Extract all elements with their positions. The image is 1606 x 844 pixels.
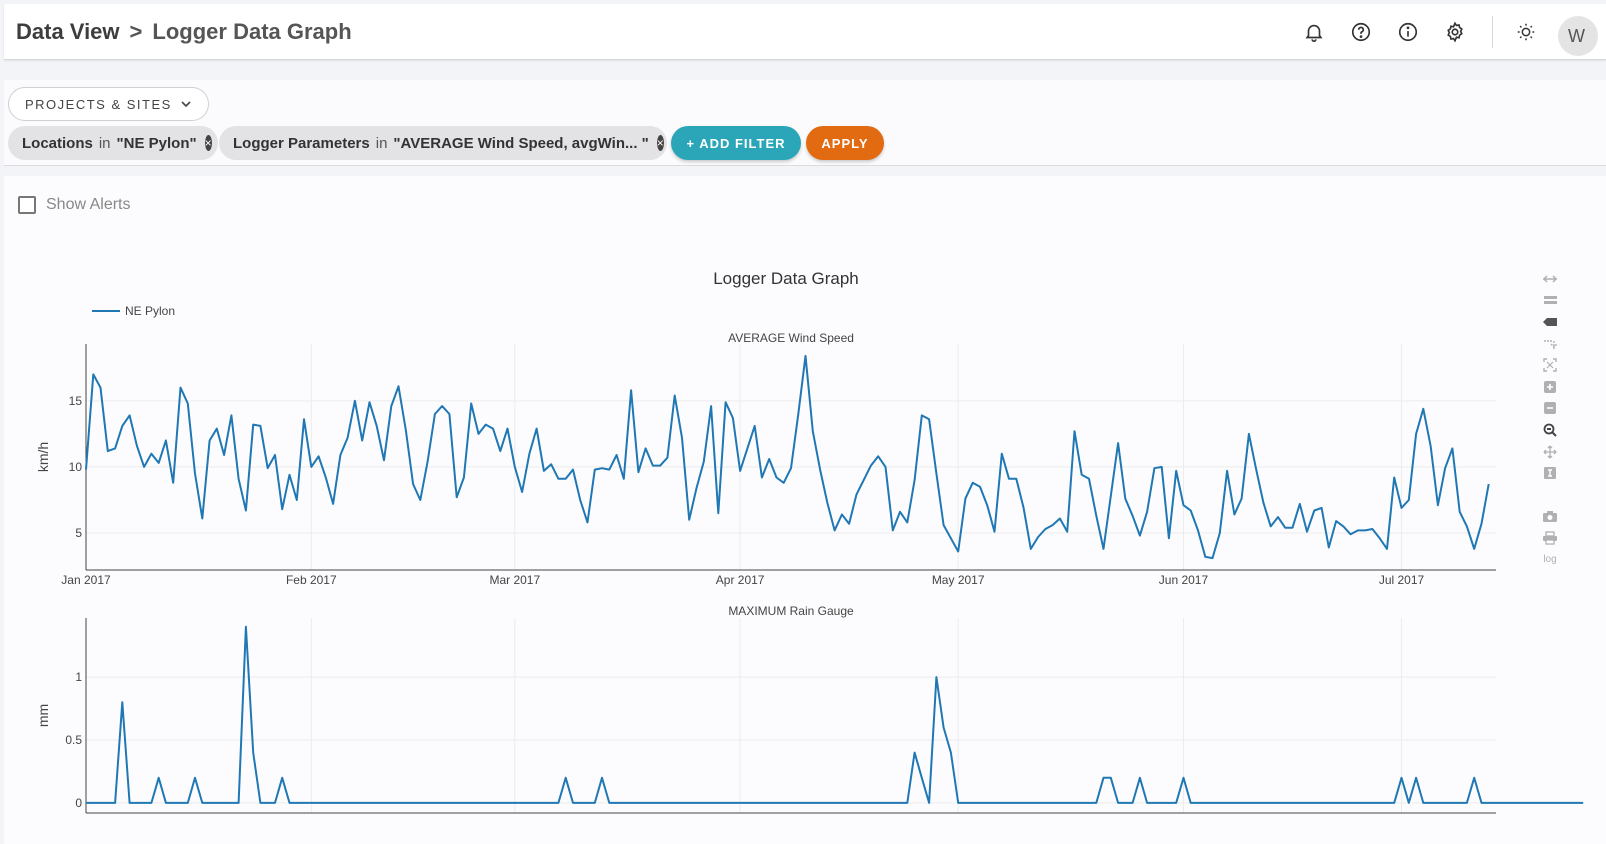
subplot-title: MAXIMUM Rain Gauge <box>728 604 854 618</box>
pan-icon[interactable] <box>1540 441 1560 463</box>
legend-label: NE Pylon <box>125 304 175 318</box>
x-tick-label: Jun 2017 <box>1159 573 1209 587</box>
chip-value: "AVERAGE Wind Speed, avgWin... " <box>393 134 649 152</box>
avatar-initial: W <box>1568 25 1585 46</box>
filter-chip-locations[interactable]: Locations in "NE Pylon" × <box>8 126 218 160</box>
series-line <box>86 625 1584 804</box>
show-alerts-label: Show Alerts <box>46 196 131 213</box>
reset-axes-icon[interactable] <box>1540 462 1560 484</box>
y-axis-label: mm <box>35 704 51 727</box>
x-tick-label: Apr 2017 <box>716 573 765 587</box>
y-tick-label: 5 <box>75 526 82 540</box>
breadcrumb: Data View > Logger Data Graph <box>16 19 352 45</box>
filter-chip-logger-parameters[interactable]: Logger Parameters in "AVERAGE Wind Speed, … <box>219 126 667 160</box>
y-tick-label: 0 <box>75 796 82 810</box>
header-divider <box>1492 16 1493 48</box>
help-icon[interactable] <box>1349 20 1373 44</box>
avatar[interactable]: W <box>1558 16 1598 56</box>
breadcrumb-root[interactable]: Data View <box>16 19 120 44</box>
spacer <box>1540 484 1560 506</box>
log-scale-toggle[interactable]: log <box>1543 554 1557 566</box>
compare-hover-icon[interactable] <box>1540 290 1560 312</box>
projects-sites-button[interactable]: PROJECTS & SITES <box>8 87 209 121</box>
x-tick-label: Jan 2017 <box>61 573 111 587</box>
x-tick-label: Mar 2017 <box>489 573 540 587</box>
page-title: Logger Data Graph <box>152 19 352 44</box>
app-header: Data View > Logger Data Graph W <box>4 4 1606 60</box>
show-alerts-toggle[interactable]: Show Alerts <box>18 196 130 214</box>
x-tick-label: May 2017 <box>932 573 985 587</box>
y-tick-label: 1 <box>75 670 82 684</box>
remove-filter-icon[interactable]: × <box>204 135 212 151</box>
gear-icon[interactable] <box>1443 20 1467 44</box>
chevron-down-icon <box>181 101 191 108</box>
projects-sites-label: PROJECTS & SITES <box>25 96 172 112</box>
x-tick-label: Feb 2017 <box>286 573 337 587</box>
info-icon[interactable] <box>1396 20 1420 44</box>
y-tick-label: 15 <box>69 394 83 408</box>
y-axis-label: km/h <box>35 442 51 472</box>
print-icon[interactable] <box>1540 527 1560 549</box>
autoscale-icon[interactable] <box>1540 354 1560 376</box>
chip-operator: in <box>98 134 111 152</box>
chart-modebar: log <box>1540 268 1560 570</box>
subplot-title: AVERAGE Wind Speed <box>728 331 854 345</box>
remove-filter-icon[interactable]: × <box>656 135 664 151</box>
chart-panel: Show Alerts Logger Data Graph NE Pylon Jan… <box>4 176 1606 844</box>
hover-toggle-icon[interactable] <box>1540 333 1560 355</box>
x-tick-label: Jul 2017 <box>1379 573 1425 587</box>
bell-icon[interactable] <box>1302 20 1326 44</box>
chip-value: "NE Pylon" <box>116 134 197 152</box>
y-tick-label: 10 <box>69 460 83 474</box>
chip-field: Locations <box>22 134 93 152</box>
chart-title: Logger Data Graph <box>713 269 859 288</box>
show-alerts-checkbox[interactable] <box>18 196 36 214</box>
zoom-in-icon[interactable] <box>1540 376 1560 398</box>
zoom-out-icon[interactable] <box>1540 398 1560 420</box>
camera-icon[interactable] <box>1540 506 1560 528</box>
chip-field: Logger Parameters <box>233 134 370 152</box>
breadcrumb-separator: > <box>129 19 143 44</box>
series-line <box>85 354 1490 560</box>
zoom-icon[interactable] <box>1540 419 1560 441</box>
spikelines-icon[interactable] <box>1540 268 1560 290</box>
logger-data-chart[interactable]: Logger Data Graph NE Pylon Jan 2017 Feb 201… <box>4 176 1606 844</box>
brightness-icon[interactable] <box>1514 20 1538 44</box>
chip-operator: in <box>375 134 388 152</box>
apply-button[interactable]: APPLY <box>806 126 884 160</box>
add-filter-button[interactable]: + ADD FILTER <box>671 126 801 160</box>
y-tick-label: 0.5 <box>65 733 82 747</box>
closest-hover-icon[interactable] <box>1540 311 1560 333</box>
filter-panel: PROJECTS & SITES Locations in "NE Pylon" ×… <box>4 80 1606 166</box>
